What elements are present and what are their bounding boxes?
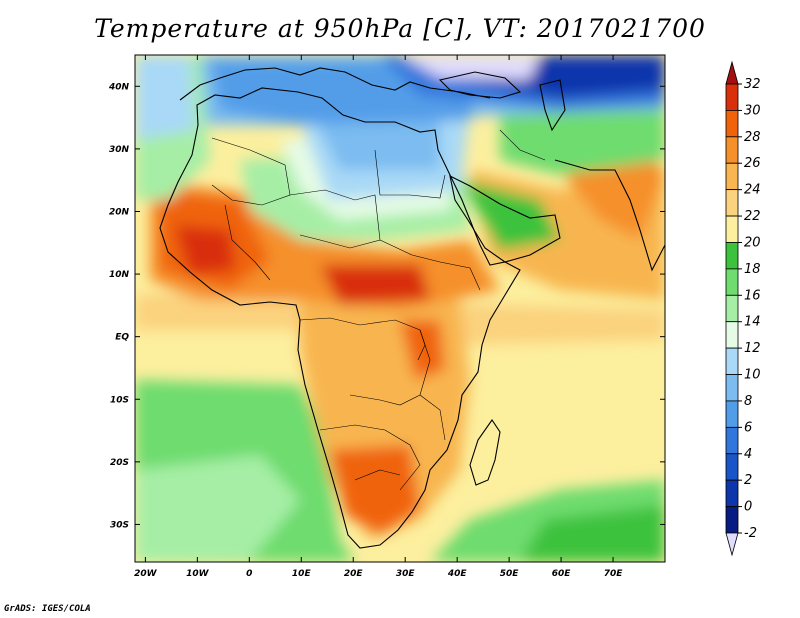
- colorbar-swatch: [725, 374, 739, 402]
- blob-sudan-hot: [320, 265, 430, 305]
- colorbar-label: 18: [744, 262, 761, 277]
- colorbar-swatch: [725, 506, 739, 534]
- colorbar-label: 20: [744, 235, 761, 250]
- colorbar-swatch: [725, 453, 739, 481]
- blob-southern-africa-hot: [330, 445, 420, 535]
- border-egypt-sudan: [374, 149, 446, 199]
- colorbar-top-triangle: [725, 60, 739, 85]
- blob-arabia-green: [460, 180, 560, 250]
- temperature-field: [135, 55, 665, 562]
- colorbar-label: 0: [744, 500, 752, 515]
- x-tick-label: 20E: [344, 569, 364, 579]
- x-tick-label: 60E: [552, 569, 572, 579]
- colorbar-label: 22: [744, 209, 761, 224]
- map-frame: [134, 54, 666, 563]
- arabia-coastline: [449, 175, 561, 263]
- colorbar-swatch: [725, 215, 739, 243]
- coastlines: [159, 67, 665, 549]
- lake-victoria: [417, 329, 426, 361]
- caspian-sea: [539, 79, 566, 132]
- border-southern-africa: [319, 424, 421, 491]
- colorbar-label: 6: [744, 420, 752, 435]
- y-tick-label: 30N: [109, 145, 130, 155]
- colorbar-label: -2: [744, 526, 757, 541]
- map-title: Temperature at 950hPa [C], VT: 201702170…: [94, 14, 706, 43]
- colorbar-swatch: [725, 347, 739, 375]
- x-tick-label: 40E: [447, 569, 468, 579]
- black-sea: [438, 71, 522, 99]
- x-tick-label: 30E: [396, 569, 416, 579]
- y-tick-label: 10N: [109, 270, 130, 280]
- border-botswana: [354, 469, 401, 481]
- y-tick-label: 30S: [110, 520, 129, 530]
- colorbar-swatch: [725, 321, 739, 349]
- colorbar-label: 28: [744, 130, 761, 145]
- europe-coastline: [179, 67, 491, 101]
- blob-india: [560, 150, 665, 240]
- x-tick-label: 10E: [292, 569, 312, 579]
- colorbar-label: 32: [744, 77, 761, 92]
- y-tick-label: EQ: [115, 333, 129, 343]
- field-blobs: [135, 55, 665, 562]
- colorbar-label: 24: [744, 183, 761, 198]
- x-tick-label: 0: [246, 569, 252, 579]
- colorbar-swatch: [725, 400, 739, 428]
- colorbar-swatch: [725, 162, 739, 191]
- y-tick-label: 20N: [109, 207, 130, 217]
- blob-indian-ocean-south-2: [520, 505, 665, 562]
- map-axes: 40N 30N 20N 10N EQ 10S 20S 30S 20W 10W 0 10E 20E 30E 4…: [108, 55, 665, 579]
- border-mozambique: [419, 394, 446, 441]
- colorbar-swatch: [725, 294, 739, 323]
- colorbar-label: 26: [744, 156, 761, 171]
- colorbar-label: 30: [744, 103, 761, 118]
- colorbar-swatch: [725, 189, 739, 217]
- colorbar-label: 4: [744, 447, 752, 462]
- y-tick-label: 20S: [110, 458, 129, 468]
- colorbar-label: 10: [744, 368, 761, 383]
- colorbar-label: 8: [744, 394, 752, 409]
- colorbar-swatch: [725, 426, 739, 455]
- asia-coastline: [554, 159, 665, 272]
- border-sudan: [379, 239, 481, 291]
- colorbar-swatch: [725, 479, 739, 507]
- colorbar-swatch: [725, 83, 739, 111]
- blob-ukraine-coldest: [400, 55, 540, 80]
- colorbar-swatch: [725, 110, 739, 138]
- x-tick-label: 70E: [604, 569, 624, 579]
- colorbar-bottom-triangle: [725, 532, 739, 557]
- x-tick-label: 20W: [134, 569, 158, 579]
- colorbar-label: 12: [744, 341, 761, 356]
- border-iraq-iran: [499, 129, 546, 161]
- colorbar-swatch: [725, 268, 739, 296]
- border-niger-chad: [289, 189, 381, 249]
- blob-south-atlantic-cool: [135, 455, 300, 562]
- madagascar-coastline: [469, 419, 501, 486]
- y-tick-label: 40N: [108, 82, 130, 92]
- blob-guinea-hot: [175, 225, 235, 275]
- colorbar-swatch: [725, 136, 739, 164]
- colorbar-swatch: [725, 242, 739, 270]
- y-tick-label: 10S: [110, 395, 129, 405]
- blob-iran-green: [500, 100, 665, 175]
- colorbar-label: 2: [744, 473, 752, 488]
- border-mali: [224, 204, 271, 281]
- colorbar-label: 14: [744, 315, 761, 330]
- grads-credit: GrADS: IGES/COLA: [4, 604, 91, 614]
- country-borders: [211, 129, 546, 491]
- colorbar-label: 16: [744, 288, 761, 303]
- x-tick-label: 10W: [186, 569, 210, 579]
- x-tick-label: 50E: [500, 569, 520, 579]
- blob-north-atlantic-cool: [135, 55, 195, 140]
- africa-coastline: [159, 87, 521, 549]
